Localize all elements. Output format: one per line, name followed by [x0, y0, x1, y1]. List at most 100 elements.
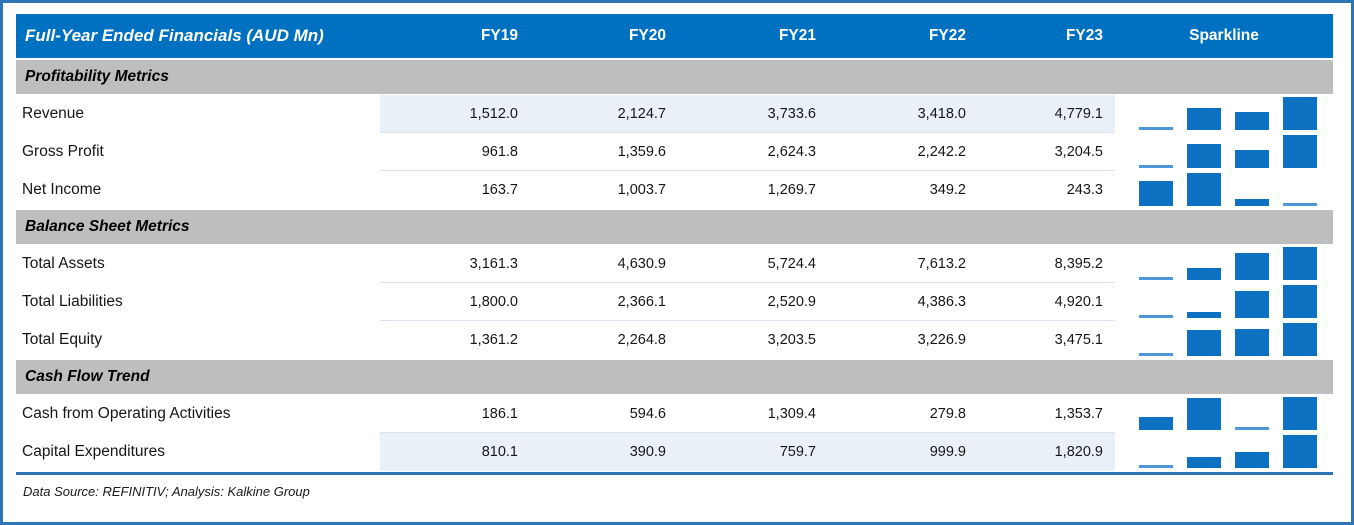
value-cell-fy22: 4,386.3 [828, 283, 978, 321]
value-cell-fy21: 5,724.4 [678, 245, 828, 283]
section-title: Cash Flow Trend [25, 368, 150, 385]
table-row-revenue: Revenue 1,512.0 2,124.7 3,733.6 3,418.0 4,779… [16, 95, 1333, 133]
sparkline-bar [1235, 199, 1269, 206]
value-cell-fy23: 4,920.1 [978, 283, 1115, 321]
table-row-total-equity: Total Equity 1,361.2 2,264.8 3,203.5 3,226.9… [16, 321, 1333, 359]
sparkline-bar [1139, 127, 1173, 130]
section-title: Balance Sheet Metrics [25, 218, 190, 235]
metric-label: Total Assets [22, 255, 105, 272]
value-cell-fy22: 349.2 [929, 182, 966, 198]
value-cell-fy22: 279.8 [828, 395, 978, 433]
col-header-sparkline: Sparkline [1189, 27, 1259, 44]
value-cell-fy22: 2,242.2 [828, 133, 978, 171]
sparkline-bar [1187, 144, 1221, 168]
sparkline-bar [1283, 285, 1317, 318]
metric-label: Revenue [22, 105, 85, 122]
value-cell-fy23: 4,779.1 [978, 95, 1115, 133]
metric-label: Gross Profit [22, 143, 104, 160]
col-header-fy23: FY23 [1065, 27, 1103, 44]
sparkline-bar [1187, 173, 1221, 206]
value-cell-fy21: 1,309.4 [678, 395, 828, 433]
section-title: Profitability Metrics [25, 68, 169, 85]
table-row-cash-from-operating-activities: Cash from Operating Activities 186.1 594.6… [16, 395, 1333, 433]
sparkline-bar [1283, 247, 1317, 280]
metric-label: Total Equity [22, 331, 103, 348]
value-cell-fy23: 1,353.7 [978, 395, 1115, 433]
sparkline-bar [1283, 397, 1317, 430]
sparkline-bar [1235, 291, 1269, 318]
value-cell-fy19: 163.7 [481, 182, 518, 198]
value-cell-fy23: 243.3 [1066, 182, 1103, 198]
sparkline-cell [1115, 395, 1333, 433]
metric-label: Cash from Operating Activities [22, 405, 231, 422]
table-row-capital-expenditures: Capital Expenditures 810.1 390.9 759.7 999.9… [16, 433, 1333, 471]
sparkline-cell [1115, 433, 1333, 471]
sparkline-cell [1115, 321, 1333, 359]
value-cell-fy22: 999.9 [828, 433, 978, 471]
table-title: Full-Year Ended Financials (AUD Mn) [25, 26, 324, 45]
col-header-fy21: FY21 [778, 27, 816, 44]
value-cell-fy20: 2,124.7 [530, 95, 678, 133]
sparkline-bar [1283, 135, 1317, 168]
sparkline-bar [1187, 268, 1221, 280]
value-cell-fy23: 3,475.1 [1054, 332, 1103, 348]
value-cell-fy21: 3,733.6 [678, 95, 828, 133]
sparkline-cell [1115, 133, 1333, 171]
value-cell-fy19: 810.1 [380, 433, 530, 471]
table-body: Profitability Metrics Revenue 1,512.0 2,124… [16, 60, 1333, 471]
table-bottom-rule [16, 472, 1333, 475]
sparkline-bar [1187, 330, 1221, 356]
value-cell-fy22: 3,226.9 [917, 332, 966, 348]
value-cell-fy19: 1,361.2 [469, 332, 518, 348]
sparkline-cell [1115, 171, 1333, 209]
sparkline-bar [1139, 315, 1173, 318]
value-cell-fy23: 1,820.9 [978, 433, 1115, 471]
value-cell-fy19: 1,800.0 [380, 283, 530, 321]
sparkline-bar [1139, 277, 1173, 280]
sparkline-bar [1187, 398, 1221, 430]
sparkline-bar [1235, 150, 1269, 168]
sparkline-bar [1187, 457, 1221, 468]
value-cell-fy21: 2,624.3 [678, 133, 828, 171]
col-header-fy19: FY19 [480, 27, 518, 44]
sparkline-cell [1115, 245, 1333, 283]
table-row-total-liabilities: Total Liabilities 1,800.0 2,366.1 2,520.9 4,… [16, 283, 1333, 321]
value-cell-fy21: 2,520.9 [678, 283, 828, 321]
value-cell-fy20: 390.9 [530, 433, 678, 471]
table-row-total-assets: Total Assets 3,161.3 4,630.9 5,724.4 7,613.2… [16, 245, 1333, 283]
value-cell-fy20: 2,264.8 [617, 332, 666, 348]
value-cell-fy23: 3,204.5 [978, 133, 1115, 171]
sparkline-bar [1139, 465, 1173, 468]
section-header-profitability-metrics: Profitability Metrics [16, 60, 1333, 94]
sparkline-bar [1139, 165, 1173, 168]
value-cell-fy19: 186.1 [380, 395, 530, 433]
value-cell-fy20: 1,359.6 [530, 133, 678, 171]
sparkline-bar [1283, 435, 1317, 468]
value-cell-fy19: 3,161.3 [380, 245, 530, 283]
col-header-fy20: FY20 [628, 27, 666, 44]
financials-table: Full-Year Ended Financials (AUD Mn) FY19… [16, 14, 1333, 499]
sparkline-bar [1139, 353, 1173, 356]
col-header-fy22: FY22 [928, 27, 966, 44]
table-row-net-income: Net Income 163.7 1,003.7 1,269.7 349.2 243.3 [16, 171, 1333, 209]
sparkline-bar [1283, 203, 1317, 206]
value-cell-fy23: 8,395.2 [978, 245, 1115, 283]
sparkline-cell [1115, 283, 1333, 321]
value-cell-fy19: 1,512.0 [380, 95, 530, 133]
sparkline-bar [1283, 97, 1317, 130]
sparkline-bar [1235, 452, 1269, 468]
sparkline-bar [1139, 417, 1173, 430]
table-header-row: Full-Year Ended Financials (AUD Mn) FY19… [16, 14, 1333, 58]
value-cell-fy21: 759.7 [678, 433, 828, 471]
value-cell-fy19: 961.8 [380, 133, 530, 171]
sparkline-bar [1235, 253, 1269, 280]
sparkline-cell [1115, 95, 1333, 133]
sparkline-bar [1235, 112, 1269, 130]
metric-label: Net Income [22, 181, 102, 198]
value-cell-fy21: 3,203.5 [767, 332, 816, 348]
sparkline-bar [1235, 427, 1269, 430]
value-cell-fy20: 594.6 [530, 395, 678, 433]
value-cell-fy20: 2,366.1 [530, 283, 678, 321]
value-cell-fy20: 4,630.9 [530, 245, 678, 283]
sparkline-bar [1139, 181, 1173, 206]
